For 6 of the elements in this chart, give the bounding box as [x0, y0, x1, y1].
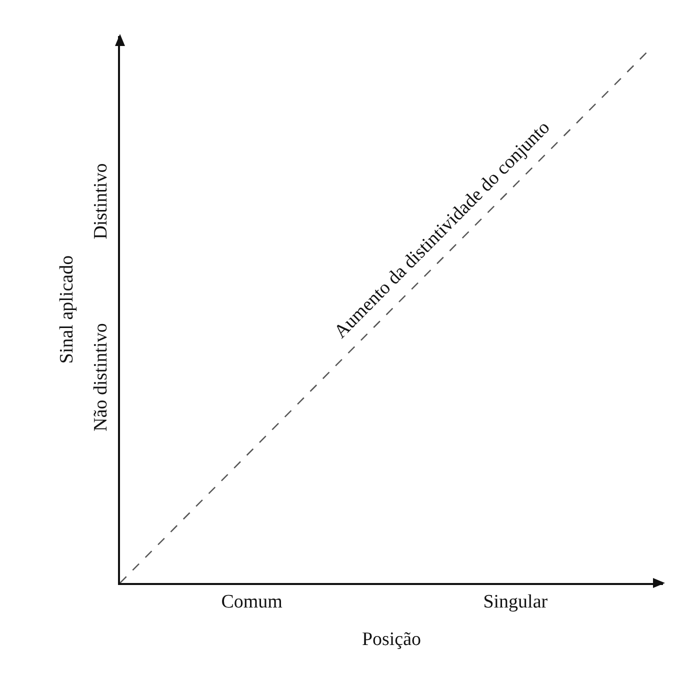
- x-axis-title: Posição: [362, 628, 422, 650]
- text: Não distintivo: [90, 323, 112, 432]
- x-tick-label: Singular: [483, 592, 548, 613]
- text: Distintivo: [90, 163, 112, 240]
- x-tick-label: Comum: [221, 592, 283, 613]
- y-axis-title: Sinal aplicado: [56, 255, 78, 364]
